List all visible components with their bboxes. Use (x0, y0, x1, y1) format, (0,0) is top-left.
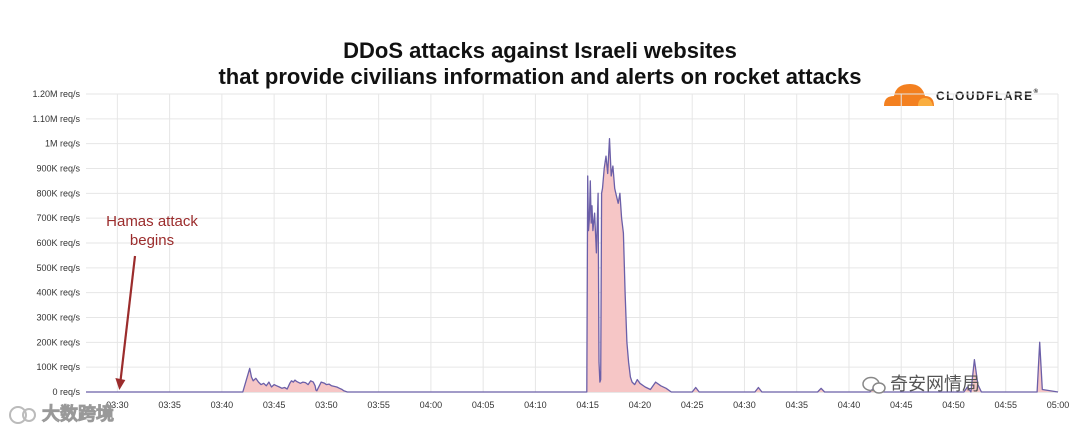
x-tick-label: 04:10 (524, 400, 547, 410)
x-tick-label: 04:30 (733, 400, 756, 410)
y-tick-label: 1M req/s (45, 139, 81, 149)
x-tick-label: 04:05 (472, 400, 495, 410)
x-tick-label: 05:00 (1047, 400, 1070, 410)
x-tick-label: 03:35 (158, 400, 181, 410)
y-tick-label: 200K req/s (36, 337, 80, 347)
annotation-arrow-head (115, 378, 126, 390)
y-tick-label: 700K req/s (36, 213, 80, 223)
y-tick-label: 900K req/s (36, 164, 80, 174)
chart-subtitle: that provide civilians information and a… (218, 64, 862, 89)
y-tick-label: 0 req/s (52, 387, 80, 397)
x-tick-label: 04:50 (942, 400, 965, 410)
logo-wordmark: CLOUDFLARE (936, 89, 1034, 103)
x-tick-label: 04:25 (681, 400, 704, 410)
x-tick-label: 03:55 (367, 400, 390, 410)
x-tick-label: 03:50 (315, 400, 338, 410)
chart-title: DDoS attacks against Israeli websites (343, 38, 737, 63)
x-tick-label: 04:00 (420, 400, 443, 410)
x-tick-label: 03:30 (106, 400, 129, 410)
watermark-right-text: 奇安网情局 (890, 374, 980, 394)
logo-registered-mark: ® (1033, 89, 1039, 95)
x-tick-label: 04:15 (576, 400, 599, 410)
annotation-line-1: Hamas attack (106, 213, 198, 230)
x-tick-label: 04:35 (785, 400, 808, 410)
watermark-left-text: 大数跨境 (42, 404, 115, 425)
annotation-arrow (115, 255, 137, 390)
y-tick-label: 800K req/s (36, 188, 80, 198)
series-line (86, 138, 1059, 393)
watermark-left: 大数跨境 (8, 400, 114, 426)
annotation-line-2: begins (129, 232, 175, 249)
watermark-logo-icon (9, 406, 36, 425)
x-tick-label: 03:40 (211, 400, 234, 410)
annotation-arrow-shaft (119, 255, 137, 383)
y-tick-label: 300K req/s (36, 313, 80, 323)
y-tick-label: 1.10M req/s (32, 114, 80, 124)
y-gridlines (86, 93, 1058, 393)
x-tick-label: 04:55 (994, 400, 1017, 410)
logo-text: CLOUDFLARE® (936, 89, 1038, 103)
series-area (86, 138, 1058, 392)
y-axis: 0 req/s 100K req/s 200K req/s 300K req/s 400… (32, 89, 80, 397)
watermark-right: 奇安网情局 (862, 370, 980, 396)
x-tick-label: 03:45 (263, 400, 286, 410)
y-tick-label: 500K req/s (36, 263, 80, 273)
wechat-icon (862, 377, 886, 394)
y-tick-label: 600K req/s (36, 238, 80, 248)
y-tick-label: 100K req/s (36, 362, 80, 372)
x-tick-label: 04:45 (890, 400, 913, 410)
cloud-icon (884, 84, 934, 106)
cloudflare-logo: CLOUDFLARE® (878, 76, 1058, 112)
y-tick-label: 1.20M req/s (32, 89, 80, 99)
x-tick-label: 04:20 (629, 400, 652, 410)
x-tick-label: 04:40 (838, 400, 861, 410)
annotation-label: Hamas attack begins (88, 212, 216, 250)
y-tick-label: 400K req/s (36, 288, 80, 298)
